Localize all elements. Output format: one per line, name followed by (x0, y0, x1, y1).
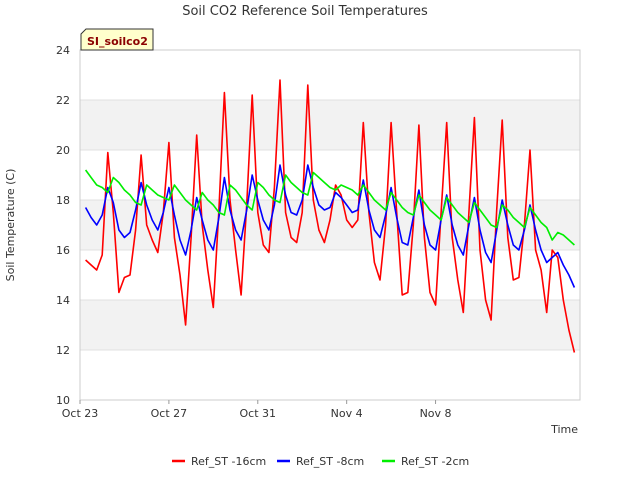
series-line-0 (85, 79, 576, 353)
y-tick-label: 14 (56, 294, 70, 307)
x-tick-label: Nov 8 (420, 407, 452, 420)
chart-title: Soil CO2 Reference Soil Temperatures (182, 4, 428, 19)
y-tick-label: 18 (56, 194, 70, 207)
series-layer (84, 79, 576, 353)
x-tick-label: Oct 31 (240, 407, 277, 420)
y-tick-label: 16 (56, 244, 70, 257)
series-line-2 (84, 169, 575, 246)
plot-frame (79, 49, 581, 401)
y-tick-label: 22 (56, 94, 70, 107)
series-line-1 (84, 164, 576, 288)
legend-entry: Ref_ST -16cm (191, 455, 266, 468)
y-axis-ticks: 10 12 14 16 18 20 22 24 (56, 44, 70, 407)
station-label: SI_soilco2 (87, 35, 148, 48)
x-axis-ticks: Oct 23 Oct 27 Oct 31 Nov 4 Nov 8 (62, 400, 452, 420)
x-tick-label: Nov 4 (331, 407, 363, 420)
x-tick-label: Oct 27 (151, 407, 188, 420)
y-tick-label: 24 (56, 44, 70, 57)
legend: Ref_ST -16cm Ref_ST -8cm Ref_ST -2cm (172, 455, 469, 468)
y-tick-label: 10 (56, 394, 70, 407)
y-tick-label: 20 (56, 144, 70, 157)
grid-band (80, 300, 580, 350)
x-axis-label: Time (550, 423, 578, 436)
grid-band (80, 100, 580, 150)
legend-entry: Ref_ST -8cm (296, 455, 364, 468)
x-tick-label: Oct 23 (62, 407, 99, 420)
y-axis-label: Soil Temperature (C) (4, 169, 17, 282)
legend-entry: Ref_ST -2cm (401, 455, 469, 468)
station-label-background (80, 28, 154, 51)
station-label-box: SI_soilco2 (80, 28, 154, 51)
y-tick-label: 12 (56, 344, 70, 357)
